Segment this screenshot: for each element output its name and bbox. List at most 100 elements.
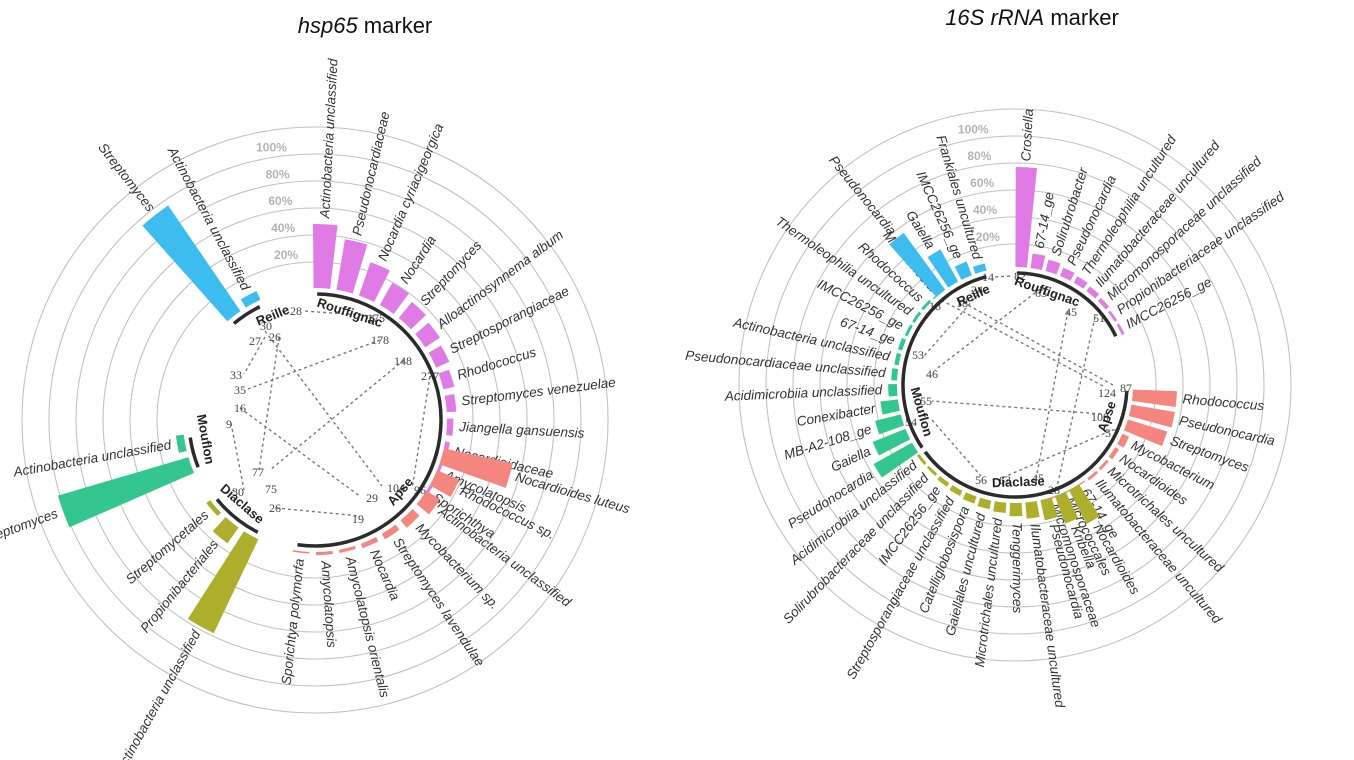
category-label: Sporichtya polymorfa [279, 557, 307, 685]
shared-link [243, 336, 266, 375]
category-label: Streptomycetales [123, 507, 212, 587]
site-arc [232, 305, 261, 325]
bar [1108, 447, 1120, 460]
grid-ring-1 [846, 216, 1184, 554]
shared-link [230, 422, 245, 491]
shared-count-label: 26 [269, 501, 281, 515]
shared-count-label: 30 [260, 319, 272, 333]
site-name: Reille [254, 302, 292, 329]
site-name: Mouflon [194, 413, 218, 465]
shared-link [942, 300, 1104, 387]
bar [897, 337, 907, 351]
category-label: Acidimicrobiia unclassified [724, 382, 884, 404]
bar [338, 545, 356, 553]
percent-tick-label: 20% [976, 230, 1000, 244]
bar [891, 368, 899, 381]
grid-ring-3 [792, 162, 1238, 608]
shared-count-label: 16 [234, 401, 246, 415]
category-label: Nocardioides luteus [513, 469, 631, 516]
bar [1097, 297, 1110, 310]
title-italic: hsp65 [298, 13, 359, 38]
category-label: Tenggerimyces [1009, 522, 1025, 613]
site-arc [297, 450, 439, 548]
bar [1054, 491, 1079, 524]
grid-ring-4 [765, 135, 1265, 635]
bar [379, 282, 409, 315]
shared-count-label: 175 [367, 311, 385, 325]
bar [1123, 419, 1168, 447]
shared-count-label: 9 [226, 417, 232, 431]
bar [954, 261, 972, 280]
bar [381, 524, 400, 540]
bar [1087, 470, 1099, 481]
site-arc [1016, 271, 1118, 338]
bar [361, 536, 379, 549]
shared-count-label: 75 [265, 482, 277, 496]
percent-tick-label: 20% [274, 248, 298, 262]
percent-tick-label: 80% [967, 149, 991, 163]
bar [57, 457, 195, 528]
category-label: Nocardia [367, 547, 403, 603]
bar [1098, 459, 1109, 471]
shared-link [993, 275, 1011, 278]
bar [921, 299, 932, 311]
shared-link [264, 330, 383, 487]
bar [962, 492, 977, 504]
grid-ring-2 [819, 189, 1211, 581]
chart-left-title: hsp65 marker [298, 13, 433, 38]
shared-link [931, 419, 982, 477]
title-italic: 16S rRNA [945, 5, 1044, 30]
percent-ticks-left: 20% 40% 60% 80% 100% [256, 141, 298, 262]
shared-link [923, 289, 983, 357]
shared-count-label: 46 [926, 367, 938, 381]
bar [312, 223, 338, 289]
shared-count-label: 14 [982, 270, 994, 284]
category-label: Amycolatopsis [318, 559, 339, 648]
shared-link [1001, 430, 1111, 479]
grid-ring-4 [48, 153, 582, 687]
bar [1117, 433, 1130, 448]
shared-count-label: 77 [252, 465, 264, 479]
grid-rings-left [21, 126, 609, 714]
bar [1116, 323, 1125, 336]
grid-ring-0 [873, 243, 1157, 527]
shared-count-label: 28 [290, 304, 302, 318]
site-arc [901, 296, 947, 449]
bar [444, 393, 457, 413]
bar [212, 517, 239, 544]
chart-right-title: 16S rRNA marker [945, 5, 1119, 30]
shared-link [934, 288, 1041, 371]
shared-link [258, 336, 280, 471]
category-label: Streptosporangiaceae [447, 283, 572, 356]
grid-ring-2 [102, 207, 528, 633]
bar [872, 428, 911, 456]
category-label: Nocardia [397, 232, 439, 286]
category-label: Crosiella [1018, 108, 1036, 162]
bar [993, 501, 1007, 513]
category-label: Actinobacteria unclassified [317, 58, 340, 220]
shared-count-label: 178 [371, 333, 389, 347]
bar [916, 454, 927, 465]
shared-link [269, 359, 405, 471]
bar [416, 490, 440, 515]
percent-tick-label: 60% [268, 194, 292, 208]
bar [927, 249, 959, 288]
shared-count-label: 124 [1098, 386, 1116, 400]
bar [1068, 484, 1100, 524]
shared-count-label: 55 [920, 394, 932, 408]
site-arc [215, 498, 259, 534]
percent-ticks-right: 20% 40% 60% 80% 100% [958, 122, 1000, 243]
shared-count-label: 63 [1035, 286, 1047, 300]
category-label: Streptomyces [0, 506, 60, 548]
chart-left: hsp65 marker 20% 40% 60% 80% 100% 175 28 178 35 14… [0, 13, 632, 760]
bar [398, 301, 427, 330]
bar [292, 550, 310, 554]
shared-count-label: 30 [232, 485, 244, 499]
bar [889, 232, 946, 298]
shared-link [1035, 310, 1069, 480]
bar [1030, 253, 1046, 271]
category-label: Streptomyces [95, 140, 158, 214]
shared-link [1056, 316, 1096, 488]
